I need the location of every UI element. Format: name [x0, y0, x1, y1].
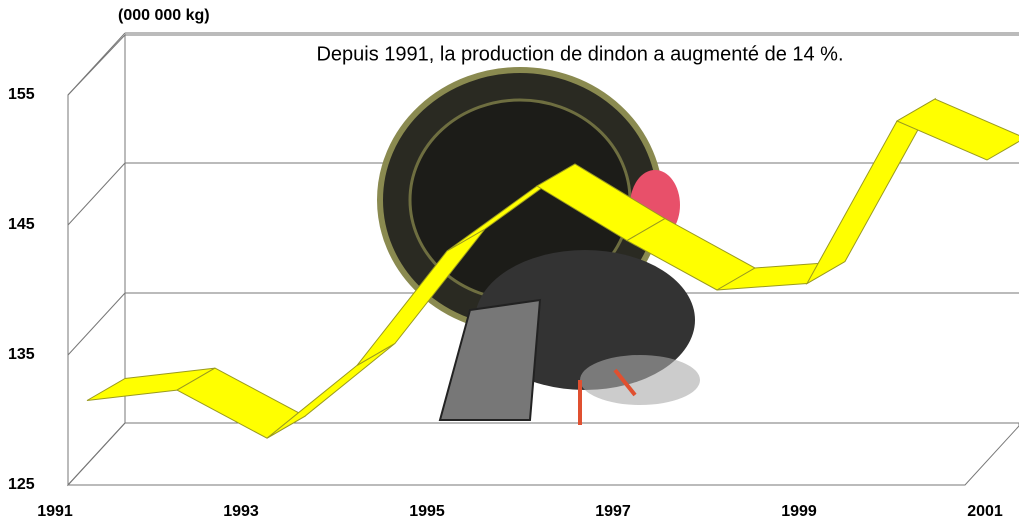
y-tick-label: 125: [8, 476, 35, 493]
annotation: Depuis 1991, la production de dindon a a…: [316, 43, 843, 65]
page: {"chart_data": {"type": "line3d", "y_lab…: [0, 0, 1019, 524]
chart: (000 000 kg) Depuis 1991, la production …: [0, 0, 1019, 524]
x-tick-label: 1999: [781, 503, 817, 520]
floor: [68, 423, 1019, 485]
x-tick-label: 1991: [37, 503, 73, 520]
x-tick-label: 2001: [967, 503, 1003, 520]
y-axis-label: (000 000 kg): [118, 7, 210, 24]
x-tick-label: 1997: [595, 503, 631, 520]
left-wall: [68, 35, 125, 485]
x-tick-label: 1995: [409, 503, 445, 520]
y-tick-label: 145: [8, 216, 35, 233]
y-tick-label: 155: [8, 86, 35, 103]
y-tick-label: 135: [8, 346, 35, 363]
x-tick-label: 1993: [223, 503, 259, 520]
